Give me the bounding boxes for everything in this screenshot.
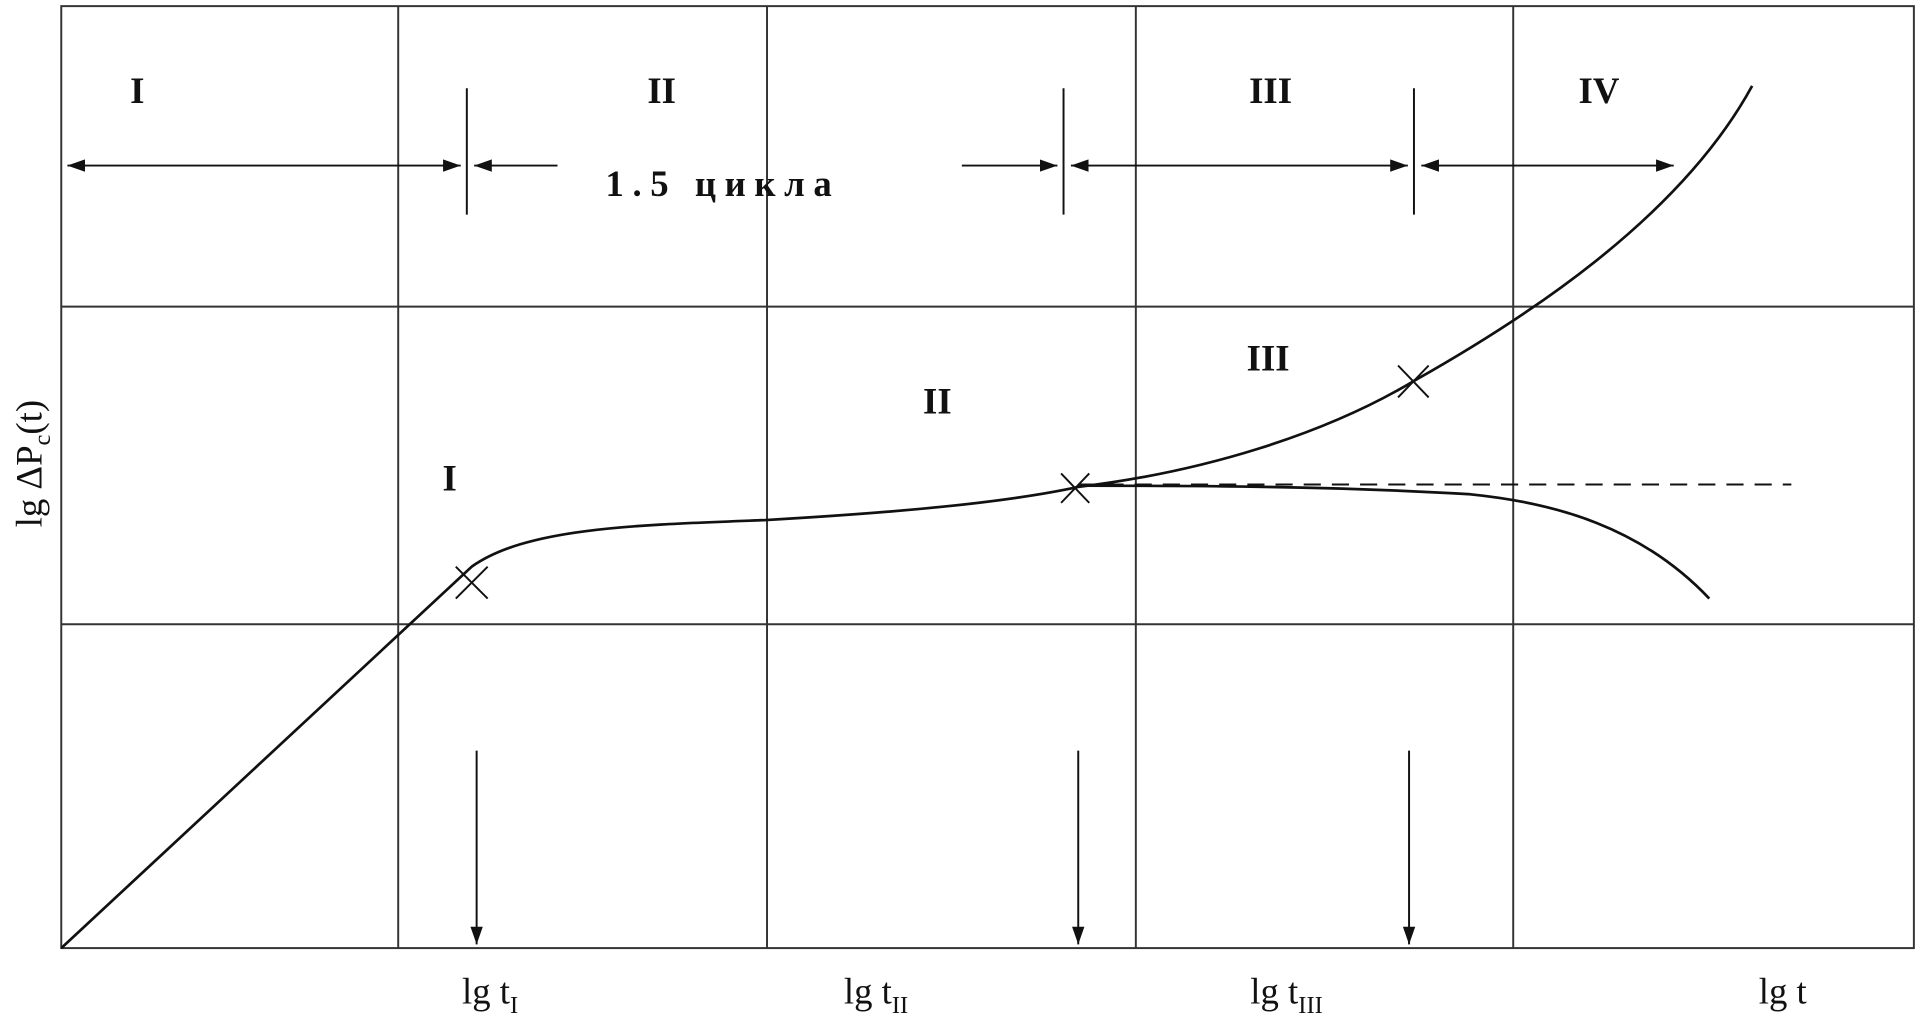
interval-label: 1.5 цикла bbox=[605, 163, 840, 204]
region-label: III bbox=[1249, 70, 1292, 111]
down-arrows bbox=[470, 750, 1416, 945]
x-label: lg tII bbox=[844, 970, 908, 1018]
curve-label: I bbox=[443, 458, 457, 499]
grid bbox=[60, 5, 1915, 950]
region-label: IV bbox=[1579, 70, 1620, 111]
curve-label: II bbox=[923, 380, 952, 421]
curve-label: III bbox=[1247, 337, 1290, 378]
y-axis-label: lg ΔPc(t) bbox=[9, 400, 57, 528]
interval-arrows bbox=[67, 88, 1674, 215]
markers bbox=[455, 364, 1430, 600]
region-label: I bbox=[130, 70, 144, 111]
x-label: lg t bbox=[1759, 970, 1807, 1011]
x-label: lg tIII bbox=[1250, 970, 1322, 1018]
curves bbox=[60, 85, 1792, 950]
region-label: II bbox=[647, 70, 676, 111]
x-label: lg tI bbox=[462, 970, 518, 1018]
